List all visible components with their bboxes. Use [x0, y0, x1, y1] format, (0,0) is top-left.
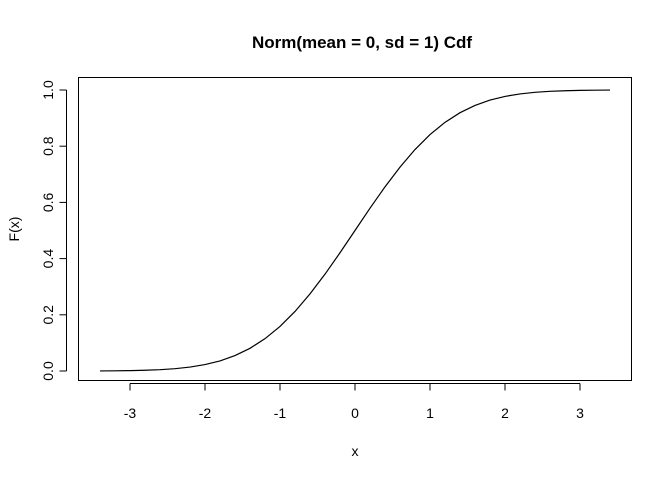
y-axis-label: F(x)	[6, 217, 22, 242]
x-tick-label: 3	[576, 405, 584, 421]
y-tick-label: 0.8	[40, 136, 56, 156]
chart-title: Norm(mean = 0, sd = 1) Cdf	[252, 33, 472, 52]
y-tick-label: 0.4	[40, 249, 56, 269]
y-tick-label: 0.0	[40, 361, 56, 381]
y-axis: 0.0 0.2 0.4 0.6 0.8 1.0	[40, 80, 67, 381]
y-tick-label: 0.6	[40, 192, 56, 212]
y-tick-label: 0.2	[40, 305, 56, 325]
x-tick-label: 0	[351, 405, 359, 421]
x-tick-label: 1	[426, 405, 434, 421]
y-tick-label: 1.0	[40, 80, 56, 100]
x-tick-label: -2	[199, 405, 212, 421]
series-line-cdf	[99, 89, 611, 372]
x-tick-label: 2	[501, 405, 509, 421]
x-tick-label: -3	[124, 405, 137, 421]
x-tick-label: -1	[274, 405, 287, 421]
x-axis: -3 -2 -1 0 1 2 3	[124, 383, 584, 421]
plot-frame	[78, 77, 632, 381]
x-axis-label: x	[352, 443, 359, 459]
